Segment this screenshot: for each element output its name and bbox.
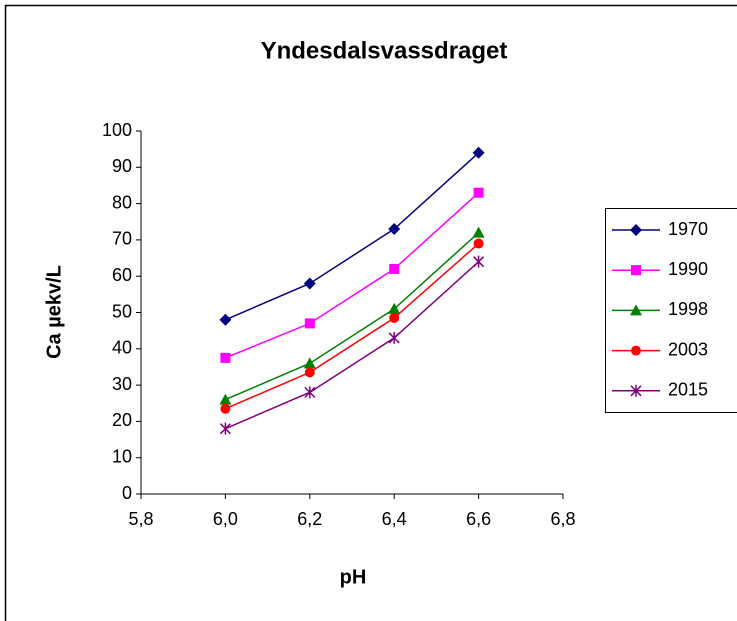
marker (473, 255, 485, 268)
chart-title: Yndesdalsvassdraget (261, 37, 508, 64)
series-line (225, 152, 480, 321)
marker (472, 226, 485, 238)
marker (219, 422, 231, 435)
marker (303, 357, 316, 369)
legend-label: 1970 (668, 219, 708, 239)
marker (389, 263, 400, 274)
x-tick-label: 5,8 (128, 509, 153, 529)
y-tick-label: 40 (112, 338, 132, 358)
y-tick-label: 10 (112, 446, 132, 466)
marker (303, 277, 316, 290)
marker (473, 187, 484, 198)
marker (219, 313, 232, 326)
legend-marker (631, 345, 641, 356)
marker (220, 403, 231, 414)
marker (219, 393, 232, 405)
series-line (225, 192, 480, 359)
marker (388, 223, 401, 236)
y-tick-label: 30 (112, 374, 132, 394)
x-tick-label: 6,6 (466, 509, 491, 529)
marker (304, 318, 315, 329)
legend-label: 1990 (668, 259, 708, 279)
x-axis-label: pH (340, 566, 367, 588)
series-line (225, 232, 480, 401)
y-tick-label: 80 (112, 192, 132, 212)
marker (389, 312, 400, 323)
legend-marker (630, 224, 642, 236)
y-tick-label: 50 (112, 301, 132, 321)
legend-label: 1998 (668, 299, 708, 319)
x-tick-label: 6,2 (297, 509, 322, 529)
x-tick-label: 6,0 (213, 509, 238, 529)
marker (472, 146, 485, 159)
y-tick-label: 60 (112, 265, 132, 285)
x-tick-label: 6,8 (550, 509, 575, 529)
x-tick-label: 6,4 (382, 509, 407, 529)
marker (388, 302, 401, 314)
legend-label: 2015 (668, 380, 708, 400)
legend-label: 2003 (668, 339, 708, 359)
legend-marker (630, 384, 642, 397)
y-tick-label: 20 (112, 410, 132, 430)
series-line (225, 261, 480, 430)
marker (304, 367, 315, 378)
y-tick-label: 90 (112, 156, 132, 176)
y-tick-label: 100 (102, 120, 132, 140)
legend-marker (630, 304, 642, 316)
legend-marker (631, 265, 641, 276)
y-tick-label: 70 (112, 229, 132, 249)
series-line (225, 242, 480, 410)
y-tick-label: 0 (122, 483, 132, 503)
marker (220, 352, 231, 363)
marker (388, 331, 400, 344)
marker (304, 386, 316, 399)
marker (473, 238, 484, 249)
y-axis-label: Ca µekv/L (43, 265, 65, 359)
